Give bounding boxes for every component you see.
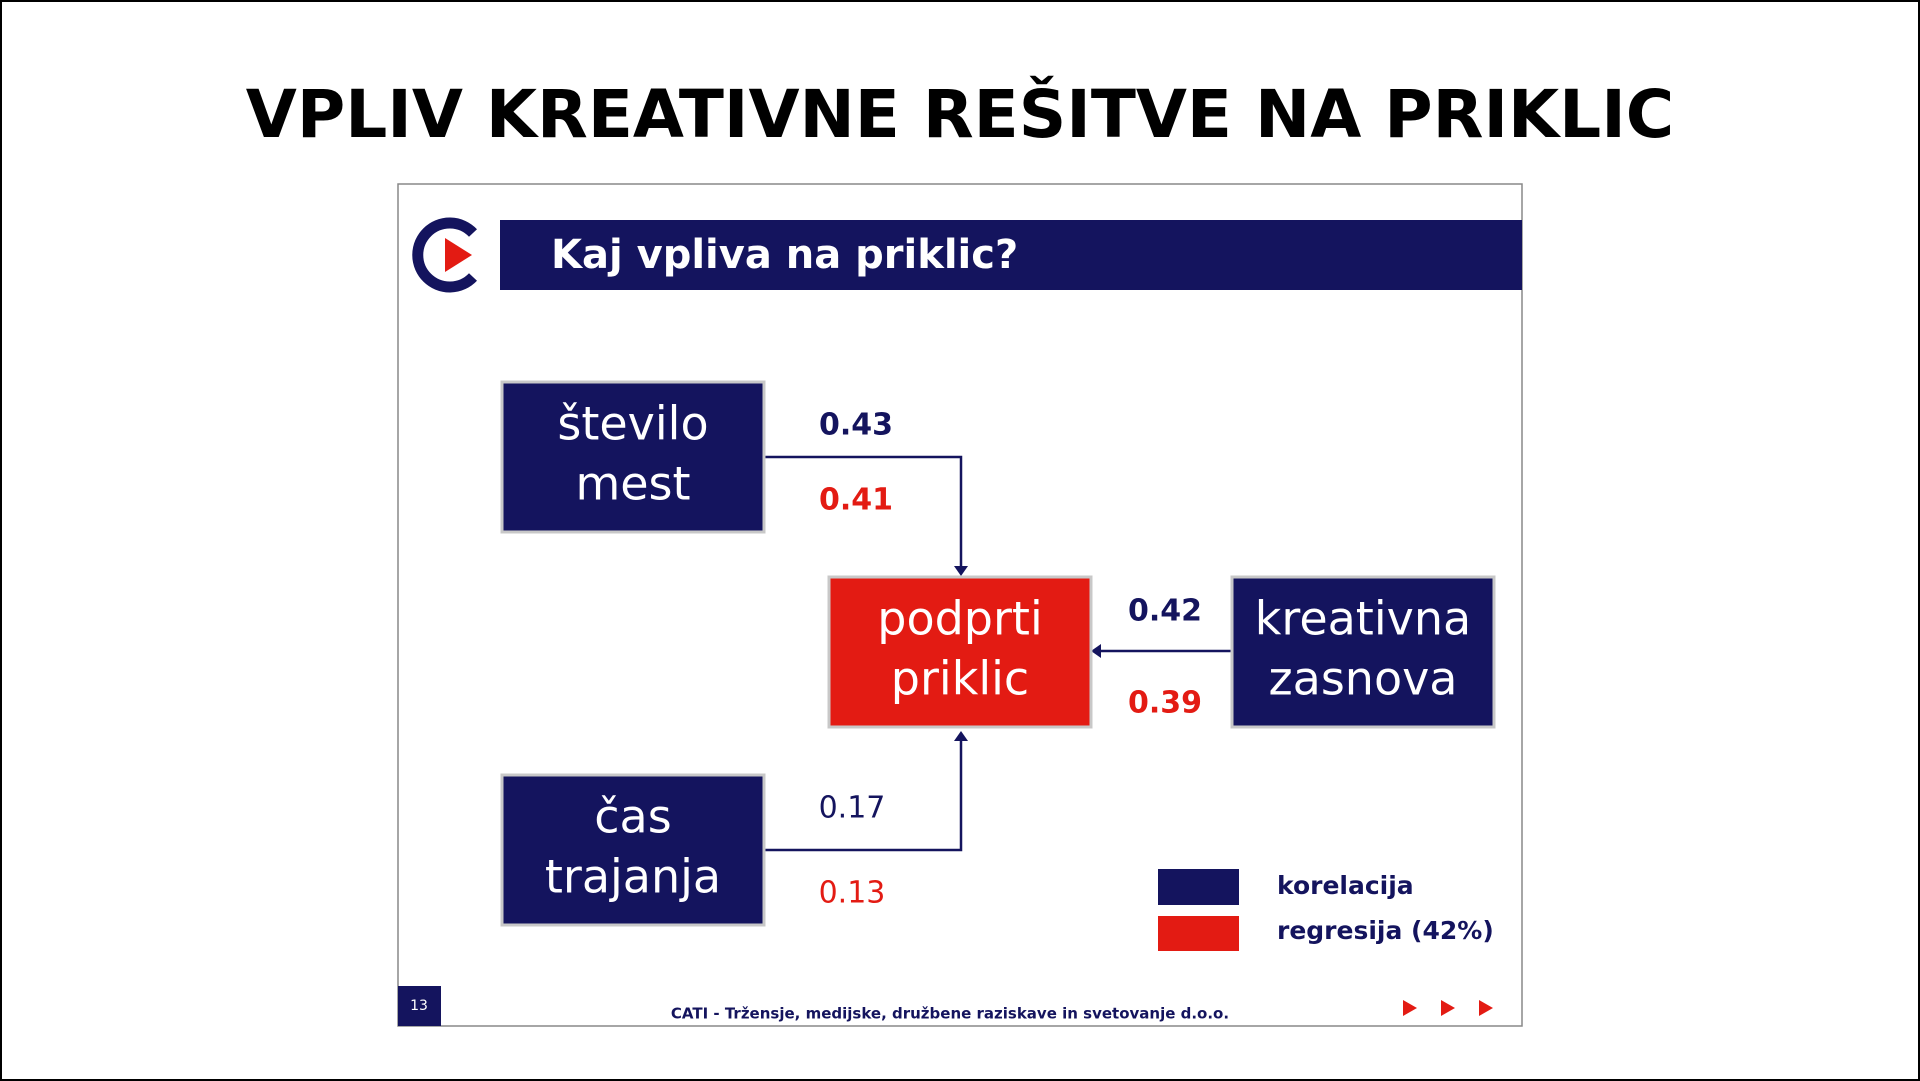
page-title: VPLIV KREATIVNE REŠITVE NA PRIKLIC <box>246 76 1674 153</box>
correlation-label: 0.42 <box>1128 594 1202 629</box>
correlation-label: 0.43 <box>819 408 893 443</box>
node-label: čas <box>594 790 671 844</box>
footer: CATI - Tržensje, medijske, družbene razi… <box>671 1005 1229 1023</box>
slide-header: Kaj vpliva na priklic? <box>551 232 1018 278</box>
regression-label: 0.13 <box>819 876 886 911</box>
header-bar <box>500 220 1522 290</box>
arrowheads <box>954 566 1101 741</box>
regression-label: 0.41 <box>819 483 893 518</box>
legend: korelacija regresija (42%) <box>1158 869 1494 951</box>
node-label: zasnova <box>1268 652 1457 706</box>
node-box <box>827 575 1093 729</box>
node-label: podprti <box>877 592 1042 646</box>
node-box <box>500 380 766 534</box>
regression-label: 0.39 <box>1128 686 1202 721</box>
page-number-box <box>398 986 441 1026</box>
logo <box>412 217 477 293</box>
edge-labels: 0.43 0.41 0.42 0.39 0.17 0.13 <box>819 408 1202 911</box>
node-label: število <box>557 397 708 451</box>
page-number: 13 <box>410 998 428 1014</box>
node-label: trajanja <box>545 850 721 904</box>
legend-label: regresija (42%) <box>1277 916 1494 945</box>
node-box <box>500 773 766 927</box>
nav-arrows <box>1403 1000 1493 1016</box>
connectors <box>764 455 1232 852</box>
node-label: kreativna <box>1255 592 1471 646</box>
node-label: priklic <box>891 652 1029 706</box>
correlation-label: 0.17 <box>819 791 886 826</box>
node-label: mest <box>575 457 690 511</box>
node-box <box>1230 575 1496 729</box>
legend-swatch <box>1158 916 1239 951</box>
legend-label: korelacija <box>1277 871 1414 900</box>
legend-swatch <box>1158 869 1239 905</box>
